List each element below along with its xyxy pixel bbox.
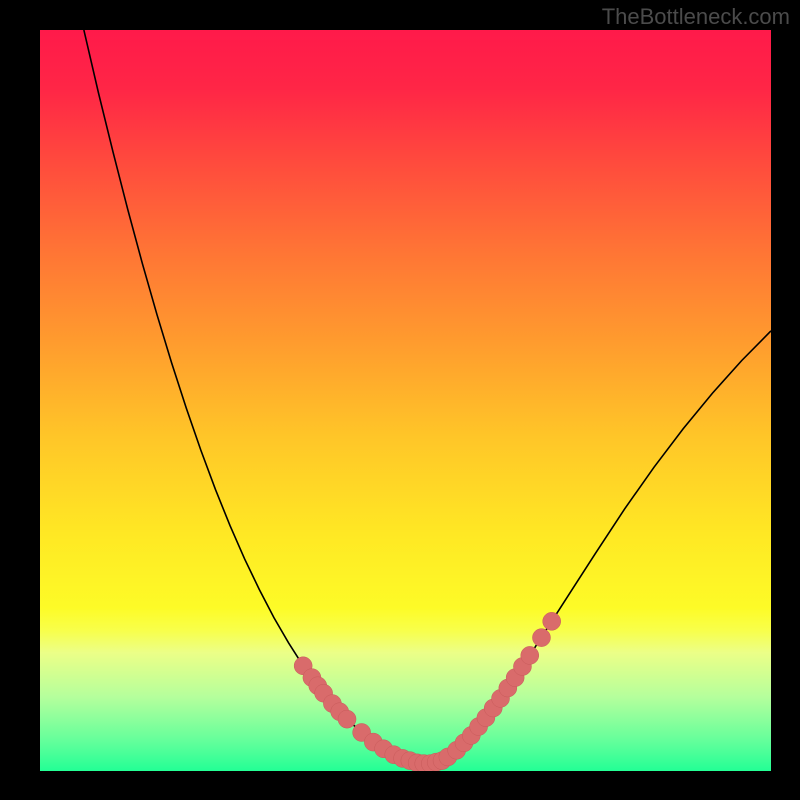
plot-area xyxy=(40,30,771,771)
data-marker xyxy=(521,646,539,664)
chart-container: TheBottleneck.com xyxy=(0,0,800,800)
data-marker xyxy=(532,629,550,647)
data-marker xyxy=(338,710,356,728)
data-marker xyxy=(543,612,561,630)
watermark-text: TheBottleneck.com xyxy=(602,4,790,30)
chart-svg xyxy=(0,0,800,800)
